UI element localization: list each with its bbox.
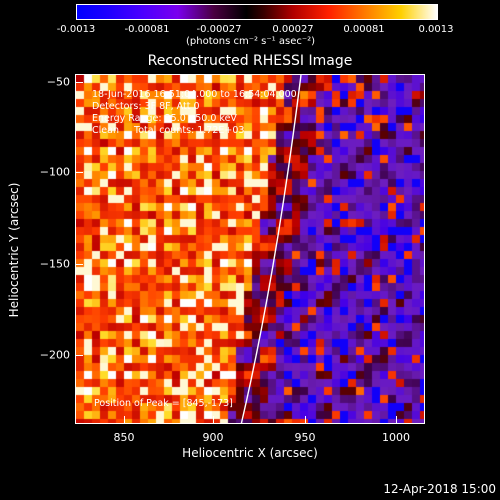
rhessi-image-canvas (76, 75, 424, 423)
y-tick-label: −200 (39, 348, 70, 362)
colorbar (76, 4, 438, 20)
colorbar-gradient (77, 5, 437, 19)
y-tick-label: −50 (46, 75, 70, 89)
x-tick-mark (396, 416, 397, 424)
colorbar-tick: -0.00081 (124, 24, 170, 35)
y-tick-mark (75, 172, 83, 173)
rhessi-image-plot: 18-Jun-2016 16:51:04.000 to 16:54:04.000… (75, 74, 425, 424)
info-energy-range: Energy Range: 25.0 - 50.0 keV (92, 113, 237, 124)
y-tick-mark (75, 355, 83, 356)
y-tick-label: −100 (39, 165, 70, 179)
x-tick-mark (305, 416, 306, 424)
y-axis-label: Heliocentric Y (arcsec) (7, 182, 21, 318)
date-stamp: 12-Apr-2018 15:00 (383, 482, 496, 496)
colorbar-unit-label: (photons cm⁻² s⁻¹ asec⁻²) (186, 36, 316, 47)
y-tick-mark (75, 82, 83, 83)
info-method-counts: Clean Total counts: 1.72E+03 (92, 125, 245, 136)
image-title: Reconstructed RHESSI Image (147, 53, 353, 69)
x-tick-label: 950 (294, 431, 316, 444)
y-tick-mark (75, 264, 83, 265)
info-time-range: 18-Jun-2016 16:51:04.000 to 16:54:04.000 (92, 89, 297, 100)
colorbar-tick: -0.0013 (56, 24, 96, 35)
info-peak-position: Position of Peak = [845,-173] (94, 398, 233, 409)
solar-limb-curve (240, 75, 302, 423)
solar-limb-overlay (240, 75, 302, 423)
x-tick-label: 850 (113, 431, 135, 444)
colorbar-tick: -0.00027 (196, 24, 242, 35)
colorbar-tick: 0.00027 (272, 24, 314, 35)
x-tick-label: 1000 (382, 431, 410, 444)
x-tick-mark (124, 416, 125, 424)
colorbar-tick: 0.0013 (418, 24, 454, 35)
info-detectors: Detectors: 3F 8F, Att 0 (92, 101, 200, 112)
x-axis-label: Heliocentric X (arcsec) (182, 446, 318, 460)
x-tick-label: 900 (202, 431, 224, 444)
x-tick-mark (213, 416, 214, 424)
y-tick-label: −150 (39, 257, 70, 271)
colorbar-tick: 0.00081 (343, 24, 385, 35)
